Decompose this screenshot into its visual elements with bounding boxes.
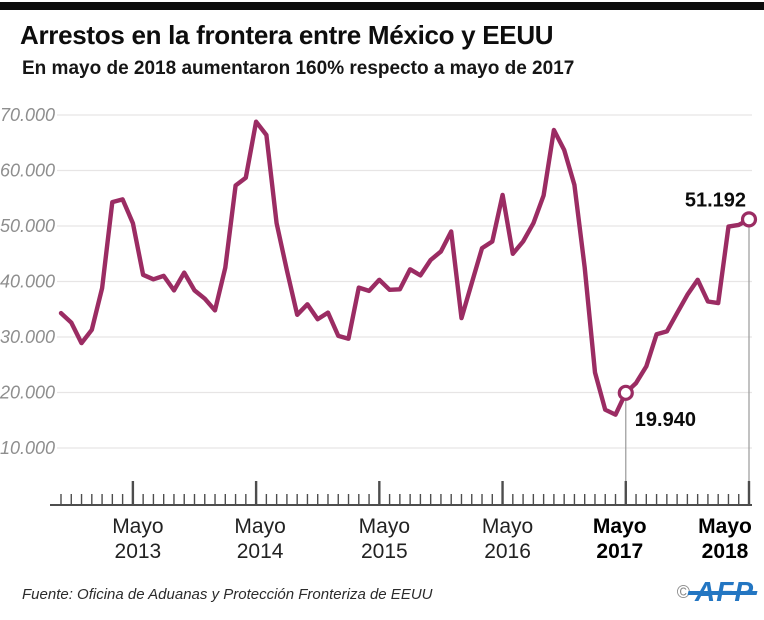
data-series-line <box>58 119 752 417</box>
y-axis-label: 70.000 <box>0 105 55 125</box>
x-axis-label-month: Mayo <box>482 515 533 538</box>
x-axis-label-month: Mayo <box>593 515 647 538</box>
y-axis-label: 10.000 <box>0 438 55 458</box>
x-axis-label-year: 2017 <box>596 540 643 563</box>
x-axis-label-year: 2015 <box>361 540 408 563</box>
afp-logo-bar <box>687 591 758 595</box>
x-axis-label-month: Mayo <box>112 515 163 538</box>
y-axis-label: 20.000 <box>0 383 55 403</box>
afp-logo: © AFP <box>676 577 758 607</box>
copyright-icon: © <box>676 581 690 602</box>
chart-subtitle: En mayo de 2018 aumentaron 160% respecto… <box>22 58 575 79</box>
data-point-marker <box>617 384 634 401</box>
data-point-marker <box>740 211 758 228</box>
x-axis-label-month: Mayo <box>359 515 410 538</box>
y-axis-label: 30.000 <box>0 327 55 347</box>
source-text: Fuente: Oficina de Aduanas y Protección … <box>22 586 433 603</box>
top-bar <box>0 2 764 10</box>
y-axis-label: 60.000 <box>0 161 55 181</box>
x-axis-label-year: 2018 <box>702 540 749 563</box>
x-axis-label-month: Mayo <box>234 515 285 538</box>
x-axis-label-year: 2016 <box>484 540 531 563</box>
y-axis-label: 50.000 <box>0 216 55 236</box>
data-point-value-label: 51.192 <box>685 189 746 211</box>
x-axis-label-year: 2014 <box>237 540 284 563</box>
chart-title: Arrestos en la frontera entre México y E… <box>20 20 554 50</box>
y-axis-label: 40.000 <box>0 272 55 292</box>
x-axis-label-year: 2013 <box>115 540 162 563</box>
x-axis-label-month: Mayo <box>698 515 752 538</box>
data-point-value-label: 19.940 <box>635 409 696 431</box>
